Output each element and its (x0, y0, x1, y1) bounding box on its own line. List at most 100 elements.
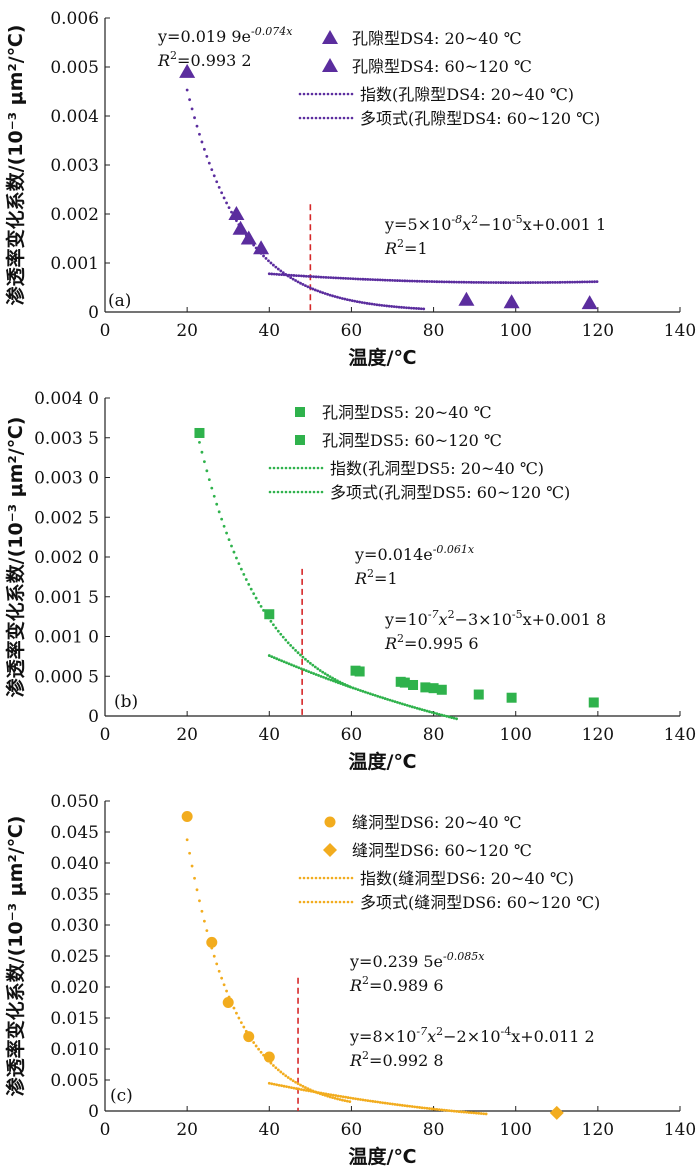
fit-dot (422, 307, 426, 311)
legend-marker (322, 58, 338, 72)
legend-dot (330, 116, 334, 120)
fit-dot (509, 281, 513, 284)
fit-dot (388, 1102, 392, 1106)
y-axis-title: 渗透率变化系数/(10⁻³ μm²/℃) (4, 816, 27, 1097)
fit-dot (344, 683, 348, 687)
fit-dot (400, 702, 404, 706)
fit-dot (376, 278, 380, 282)
fit-dot (269, 261, 273, 265)
fit-dot (259, 1050, 263, 1054)
fit-dot (304, 274, 308, 278)
r-squared-2: R2=0.992 8 (349, 1049, 444, 1070)
fit-dot (235, 1011, 238, 1015)
fit-dot (585, 280, 589, 284)
fit-dot (467, 1111, 471, 1114)
fit-dot (321, 670, 325, 674)
fit-dot (368, 1099, 372, 1103)
fit-dot (465, 1110, 468, 1114)
fit-dot (428, 1107, 431, 1110)
fit-dot (413, 706, 417, 709)
fit-dot (272, 656, 276, 660)
legend-dotted-swatch (298, 900, 354, 904)
legend-label: 孔洞型DS5: 60~120 ℃ (322, 431, 502, 450)
legend-dot (298, 92, 302, 96)
legend-marker (295, 407, 305, 417)
legend-dotted-swatch (268, 490, 324, 494)
data-point (264, 609, 275, 620)
fit-dot (511, 281, 515, 284)
data-point (408, 679, 419, 690)
fit-equation-2: y=10-7x2−3×10-5x+0.001 8 (384, 608, 606, 629)
legend-label: 缝洞型DS6: 20~40 ℃ (352, 813, 522, 832)
fit-dot (418, 279, 422, 283)
fit-dot (328, 1095, 332, 1099)
fit-dot (290, 663, 293, 667)
fit-dot (346, 1096, 350, 1099)
fit-dot (317, 1091, 320, 1095)
fit-dot (215, 502, 219, 506)
fit-dot (393, 1102, 397, 1106)
fit-dot (210, 486, 214, 490)
fit-dot (215, 962, 219, 966)
data-point (232, 220, 249, 235)
fit-dot (396, 1103, 399, 1107)
fit-dot (390, 305, 394, 308)
fit-dot (217, 510, 221, 514)
data-series-1 (181, 811, 275, 1063)
y-tick-label: 0 (88, 1102, 99, 1122)
y-tick-label: 0.004 (50, 107, 99, 127)
fit-dot (314, 1090, 318, 1094)
data-point (181, 811, 193, 822)
fit-dot (452, 1109, 456, 1113)
data-point (473, 689, 484, 700)
fit-dot (368, 302, 371, 306)
fit-dot (348, 1100, 352, 1104)
fit-dot (442, 280, 446, 284)
legend-dot (346, 876, 350, 880)
x-tick-label: 0 (100, 321, 111, 341)
fit-dot (282, 660, 286, 664)
fit-dot (296, 1082, 300, 1086)
fit-dot (276, 1068, 280, 1072)
fit-dot (556, 280, 560, 284)
x-tick-label: 20 (176, 725, 198, 745)
fit-dot (344, 277, 348, 280)
y-tick-label: 0.035 (50, 885, 99, 905)
fit-dot (301, 655, 305, 659)
x-tick-label: 40 (258, 725, 280, 745)
legend-dot (296, 490, 300, 494)
fit-dot (428, 710, 431, 714)
data-series-1 (179, 63, 270, 255)
fit-dot (274, 1066, 278, 1070)
legend-dot (288, 490, 292, 494)
r-squared-1: R2=0.993 2 (157, 49, 252, 70)
legend-dot (322, 116, 326, 120)
fit-curve-exponential (198, 440, 352, 689)
legend-dot (308, 466, 312, 470)
data-point (222, 997, 234, 1008)
legend-dot (304, 490, 308, 494)
fit-dot (410, 279, 414, 283)
fit-dot (435, 712, 439, 716)
fit-dot (447, 715, 451, 719)
legend-dot (338, 876, 342, 880)
fit-dot (386, 697, 389, 701)
fit-dot (359, 1098, 362, 1101)
fit-dot (321, 291, 325, 295)
legend-dot (306, 116, 310, 120)
fit-dot (484, 281, 488, 284)
fit-dot (284, 638, 288, 642)
fit-dot (331, 294, 334, 298)
fit-dot (558, 280, 562, 284)
fit-dot (504, 281, 508, 284)
fit-dot (570, 280, 574, 284)
fit-dot (317, 275, 320, 279)
fit-dot (282, 1084, 286, 1088)
legend-dot (318, 900, 322, 904)
fit-dot (237, 562, 241, 566)
fit-dot (408, 279, 412, 283)
fit-dot (351, 1096, 355, 1100)
fit-dot (272, 1082, 276, 1086)
legend-dot (302, 900, 306, 904)
y-tick-label: 0.000 5 (34, 667, 99, 687)
